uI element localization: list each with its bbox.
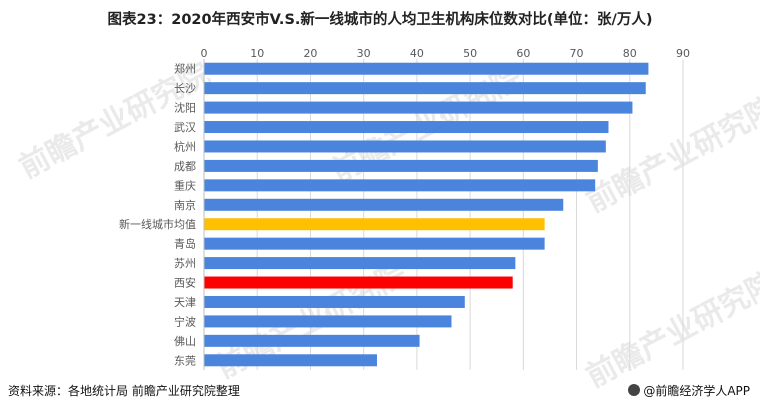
category-label: 宁波 <box>174 314 196 328</box>
x-tick-label: 50 <box>463 47 477 60</box>
brand-logo-icon <box>628 384 641 396</box>
bar <box>204 276 513 289</box>
category-label: 长沙 <box>174 82 196 95</box>
bar <box>204 218 545 231</box>
x-tick-label: 80 <box>623 47 637 60</box>
bar <box>204 198 564 211</box>
bar <box>204 295 465 308</box>
bar <box>204 315 452 328</box>
category-label: 重庆 <box>174 178 196 192</box>
category-label: 天津 <box>174 296 196 309</box>
x-tick-label: 0 <box>201 47 208 60</box>
bar <box>204 159 598 172</box>
bar <box>204 257 516 270</box>
category-label: 东莞 <box>174 354 196 367</box>
bar <box>204 237 545 250</box>
x-tick-label: 20 <box>303 47 317 60</box>
bar <box>204 334 420 347</box>
category-label: 沈阳 <box>174 101 196 115</box>
category-label: 佛山 <box>174 335 196 348</box>
category-label: 郑州 <box>174 62 196 76</box>
category-label: 青岛 <box>174 237 196 251</box>
category-label: 新一线城市均值 <box>119 217 196 231</box>
brand-credit: @前瞻经济学人APP <box>628 382 750 399</box>
x-tick-label: 70 <box>570 47 584 60</box>
bar <box>204 121 609 134</box>
category-label: 杭州 <box>174 139 196 153</box>
category-label: 武汉 <box>174 121 196 134</box>
category-label: 苏州 <box>174 257 196 270</box>
bar <box>204 62 649 75</box>
bar <box>204 140 606 153</box>
bar <box>204 354 377 367</box>
source-note: 资料来源：各地统计局 前瞻产业研究院整理 <box>8 384 240 398</box>
x-tick-label: 40 <box>410 47 424 60</box>
x-tick-label: 90 <box>676 47 690 60</box>
chart-title: 图表23：2020年西安市V.S.新一线城市的人均卫生机构床位数对比(单位：张/… <box>107 12 653 28</box>
category-label: 西安 <box>174 276 196 290</box>
category-label: 成都 <box>174 160 196 173</box>
x-tick-label: 30 <box>357 47 371 60</box>
bar <box>204 82 646 95</box>
bar-chart: 0 10 20 30 40 50 60 70 80 90 郑州长沙沈阳武汉杭州成都重庆南京新一线城市… <box>119 47 690 370</box>
bar <box>204 179 596 192</box>
x-tick-label: 10 <box>250 47 264 60</box>
x-tick-label: 60 <box>516 47 530 60</box>
brand-text: @前瞻经济学人APP <box>643 384 750 398</box>
category-label: 南京 <box>174 198 196 212</box>
bar <box>204 101 633 114</box>
footer: 资料来源：各地统计局 前瞻产业研究院整理 @前瞻经济学人APP <box>0 380 760 411</box>
